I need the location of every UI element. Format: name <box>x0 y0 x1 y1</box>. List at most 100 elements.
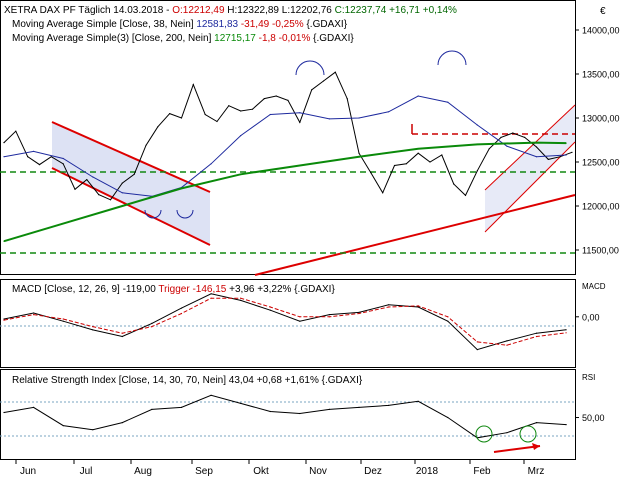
ma200-legend-part-2: -1,8 -0,01% <box>256 33 313 44</box>
price-y-tick-label: 13500,00 <box>582 70 620 80</box>
macd-series-0-point <box>151 322 153 324</box>
price-series-0-point <box>192 84 194 86</box>
rsi-series-0-point <box>121 422 123 424</box>
price-series-0-point <box>204 113 206 116</box>
price-series-1-point <box>62 157 64 160</box>
rsi-series-0-point <box>269 410 271 413</box>
price-y-axis: 14000,00 13500,00 13000,00 12500,00 12000,00… <box>575 26 620 256</box>
macd-series-1-point <box>328 316 330 318</box>
rising-channel-shade <box>485 105 575 232</box>
macd-series-1-point <box>151 326 153 328</box>
macd-series-0-point <box>506 340 508 342</box>
ma38-legend-part-0: Moving Average Simple [Close, 38, Nein] <box>12 19 196 30</box>
price-series-0-point <box>98 194 100 196</box>
price-series-0-point <box>50 156 52 158</box>
price-series-0-point <box>346 98 348 100</box>
macd-series-0-point <box>299 320 301 322</box>
macd-legend-part-1: Trigger -146,15 <box>158 284 226 295</box>
price-series-1-point <box>240 135 242 137</box>
macd-series-0-point <box>535 332 538 334</box>
rsi-series-0-point <box>328 408 330 410</box>
price-series-0-point <box>74 188 76 190</box>
price-series-0-point <box>524 136 526 138</box>
channel-lower-line <box>51 167 211 246</box>
price-series-0-point <box>3 142 5 144</box>
price-y-tick-label: 12000,00 <box>582 202 620 212</box>
rsi-series-0-point <box>358 406 360 408</box>
rsi-content <box>0 394 575 453</box>
price-series-0-point <box>180 117 183 119</box>
macd-series-1-point <box>180 312 183 315</box>
price-series-1-point <box>92 176 94 178</box>
price-series-1-point <box>417 95 419 97</box>
price-series-0-point <box>15 130 17 132</box>
descending-channel-shade <box>52 122 210 245</box>
ma38-legend: Moving Average Simple [Close, 38, Nein] … <box>12 19 348 30</box>
price-legend-part-2: H:12322,89 L:12202,76 <box>225 5 335 16</box>
macd-y-axis: 0,00 <box>575 312 600 322</box>
rsi-series-0-point <box>506 432 508 434</box>
price-series-1-point <box>328 118 330 120</box>
x-tick-label: Dez <box>364 466 382 477</box>
macd-series-0-point <box>388 304 390 306</box>
rsi-circle-2 <box>519 425 537 443</box>
macd-panel-frame <box>0 279 576 368</box>
price-y-tick-label: 12500,00 <box>582 158 620 168</box>
price-series-1-line <box>3 95 567 197</box>
rsi-series-0-point <box>447 416 449 419</box>
macd-panel-label: MACD <box>582 282 606 291</box>
x-tick-label: Feb <box>473 466 491 477</box>
macd-series-1-point <box>62 318 64 320</box>
x-tick-label: Aug <box>134 466 152 477</box>
ma38-legend-part-3: {.GDAXI} <box>306 19 347 30</box>
ma200-legend-part-3: {.GDAXI} <box>313 33 354 44</box>
macd-series-0-point <box>328 314 330 316</box>
ma200-legend-part-1: 12715,17 <box>214 33 256 44</box>
price-series-0-point <box>382 192 384 194</box>
rsi-series-0-point <box>3 411 5 414</box>
macd-series-1-point <box>269 306 271 308</box>
price-series-0-point <box>453 183 455 185</box>
price-series-0-point <box>571 151 573 153</box>
rsi-panel-label: RSI <box>582 373 595 382</box>
price-y-tick-label: 11500,00 <box>582 246 619 256</box>
price-series-1-point <box>506 145 508 147</box>
x-tick-label: Jul <box>80 466 93 477</box>
price-series-0-point <box>547 158 549 160</box>
price-series-2-point <box>417 148 419 150</box>
macd-series-0-point <box>62 320 64 322</box>
price-legend: XETRA DAX PF Täglich 14.03.2018 - O:1221… <box>4 5 457 16</box>
price-series-2-point <box>358 156 360 158</box>
rsi-series-0-point <box>210 394 212 396</box>
price-series-0-point <box>145 144 147 146</box>
rsi-series-0-point <box>299 412 301 415</box>
macd-series-0-point <box>476 349 478 351</box>
price-series-0-point <box>476 170 478 172</box>
x-axis: Jun Jul Aug Sep Okt Nov Dez 2018 Feb Mrz <box>15 459 544 477</box>
macd-series-0-point <box>565 329 567 331</box>
rsi-divergence-arrow <box>493 445 541 453</box>
price-series-0-point <box>86 179 88 181</box>
rsi-series-0-point <box>92 429 94 431</box>
price-series-1-point <box>33 150 35 152</box>
rsi-y-axis: 50,00 <box>575 413 605 423</box>
price-legend-part-3: C:12237,74 +16,71 +0,14% <box>335 5 457 16</box>
price-series-0-point <box>240 110 242 112</box>
price-series-2-point <box>121 205 123 207</box>
rsi-series-0-point <box>62 425 64 427</box>
price-series-0-point <box>488 148 490 150</box>
macd-series-1-point <box>476 341 478 343</box>
price-series-0-point <box>228 105 230 107</box>
price-series-2-point <box>3 240 5 242</box>
rsi-panel-frame <box>0 369 576 460</box>
price-series-0-point <box>535 146 538 148</box>
macd-series-0-point <box>92 329 94 331</box>
rsi-arrow-head <box>532 443 540 450</box>
macd-series-0-point <box>358 311 360 313</box>
price-series-0-point <box>157 126 159 128</box>
macd-series-1-point <box>358 312 360 315</box>
x-tick-label: Jun <box>20 466 36 477</box>
price-series-0-point <box>393 164 396 167</box>
price-series-0-point <box>334 71 336 73</box>
